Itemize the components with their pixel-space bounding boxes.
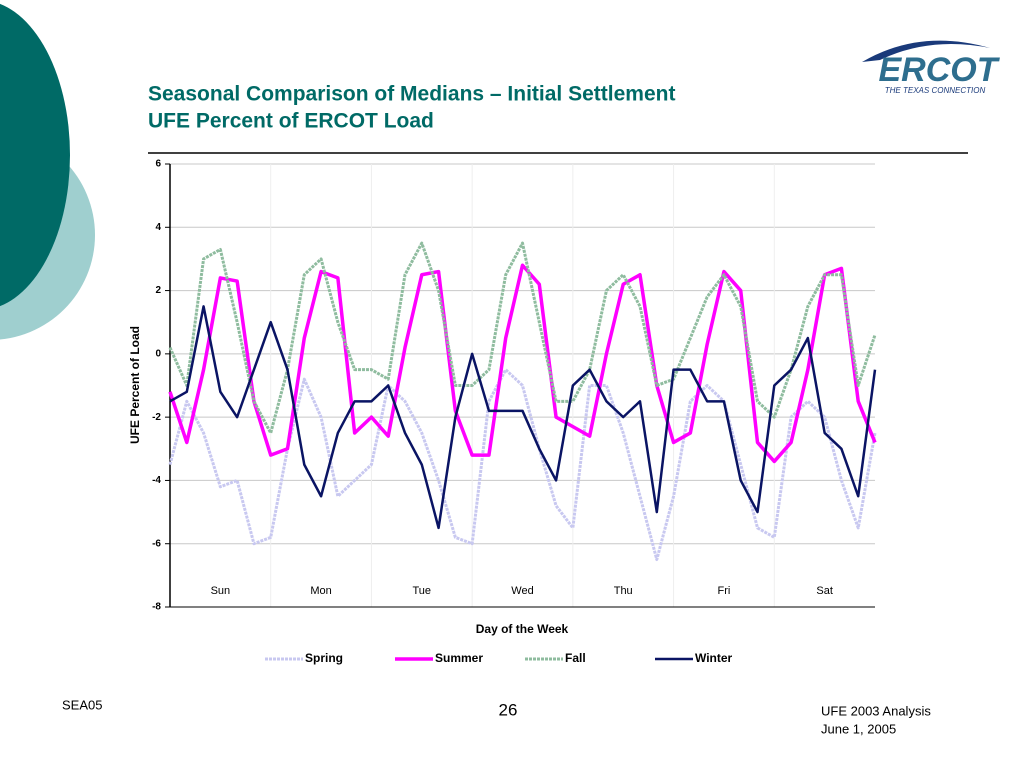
legend-label: Spring <box>305 651 343 665</box>
x-tick-label: Tue <box>413 585 432 597</box>
legend-label: Winter <box>695 651 733 665</box>
footer-right: UFE 2003 Analysis <box>821 703 931 718</box>
y-tick-label: 2 <box>155 285 161 296</box>
x-tick-label: Wed <box>511 585 533 597</box>
footer-right: June 1, 2005 <box>821 721 896 736</box>
legend-label: Summer <box>435 651 483 665</box>
y-tick-label: -4 <box>152 475 161 486</box>
title: Seasonal Comparison of Medians – Initial… <box>148 83 675 106</box>
x-tick-label: Thu <box>614 585 633 597</box>
x-tick-label: Sat <box>816 585 833 597</box>
logo-tagline: THE TEXAS CONNECTION <box>885 86 986 95</box>
series-line <box>169 305 877 530</box>
decor-circle <box>0 3 70 307</box>
logo: ERCOT <box>879 51 1001 89</box>
legend-label: Fall <box>565 651 586 665</box>
title: UFE Percent of ERCOT Load <box>148 110 434 133</box>
x-axis-label: Day of the Week <box>476 622 569 636</box>
page-number: 26 <box>499 700 518 719</box>
x-tick-label: Fri <box>718 585 731 597</box>
y-tick-label: -6 <box>152 538 161 549</box>
y-tick-label: 6 <box>155 159 161 170</box>
series-line <box>168 263 877 464</box>
x-tick-label: Sun <box>211 585 231 597</box>
footer-left: SEA05 <box>62 697 102 712</box>
logo-swoosh <box>862 40 990 62</box>
y-tick-label: -8 <box>152 602 161 613</box>
x-tick-label: Mon <box>310 585 331 597</box>
y-axis-label: UFE Percent of Load <box>128 326 142 444</box>
y-tick-label: 0 <box>155 348 161 359</box>
y-tick-label: -2 <box>152 412 161 423</box>
y-tick-label: 4 <box>155 222 161 233</box>
